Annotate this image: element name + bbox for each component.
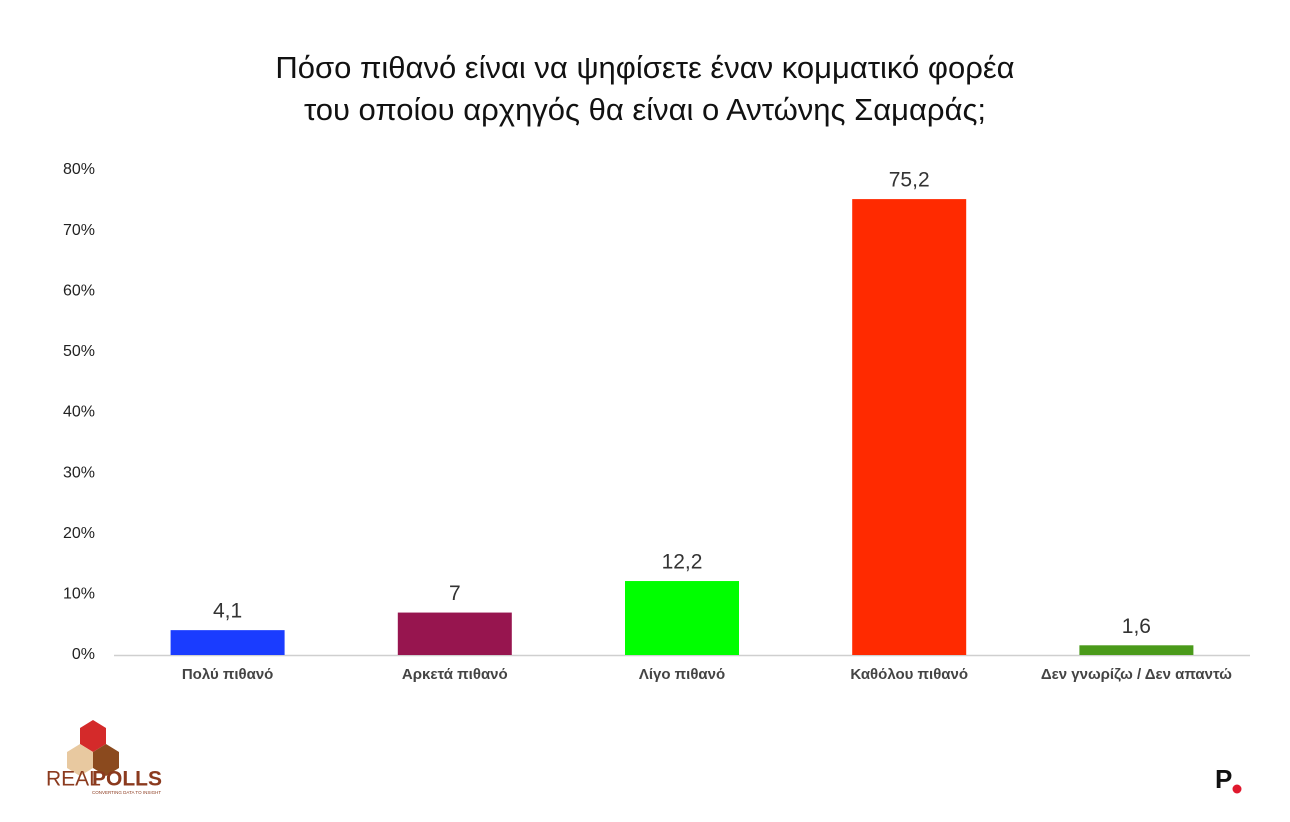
y-tick-label: 50%	[63, 343, 95, 360]
bar	[625, 581, 739, 655]
value-label: 7	[449, 582, 461, 605]
y-tick-label: 60%	[63, 282, 95, 299]
x-tick-label: Λίγο πιθανό	[639, 666, 725, 683]
logo-text: REAL	[46, 768, 101, 791]
bar	[1079, 645, 1194, 655]
x-tick-label: Δεν γνωρίζω / Δεν απαντώ	[1041, 666, 1232, 683]
y-tick-label: 10%	[63, 586, 95, 603]
y-tick-label: 40%	[63, 404, 95, 421]
x-tick-label: Πολύ πιθανό	[182, 666, 274, 683]
bar	[397, 612, 512, 655]
value-label: 12,2	[662, 551, 703, 574]
logo-text: POLLS	[92, 768, 162, 791]
logo-shape	[80, 720, 106, 752]
logo-shape	[67, 744, 93, 776]
bar	[852, 199, 967, 655]
publisher-logo: P	[1215, 764, 1232, 794]
logo-shape	[93, 744, 119, 776]
value-label: 75,2	[889, 169, 930, 192]
y-tick-label: 30%	[63, 464, 95, 481]
publisher-dot	[1232, 784, 1242, 794]
value-label: 4,1	[213, 600, 242, 623]
realpolls-logo: REAL POLLS CONVERTING DATA TO INSIGHT	[46, 720, 162, 795]
x-tick-label: Αρκετά πιθανό	[402, 666, 508, 683]
y-tick-label: 70%	[63, 222, 95, 239]
logo-tagline: CONVERTING DATA TO INSIGHT	[92, 790, 161, 795]
value-label: 1,6	[1122, 615, 1151, 638]
x-tick-label: Καθόλου πιθανό	[850, 666, 968, 683]
bar	[170, 630, 285, 655]
y-tick-label: 80%	[63, 161, 95, 178]
chart-title: Πόσο πιθανό είναι να ψηφίσετε έναν κομμα…	[275, 50, 1014, 85]
y-tick-label: 0%	[72, 646, 95, 663]
chart-title: του οποίου αρχηγός θα είναι ο Αντώνης Σα…	[304, 92, 986, 127]
y-tick-label: 20%	[63, 525, 95, 542]
